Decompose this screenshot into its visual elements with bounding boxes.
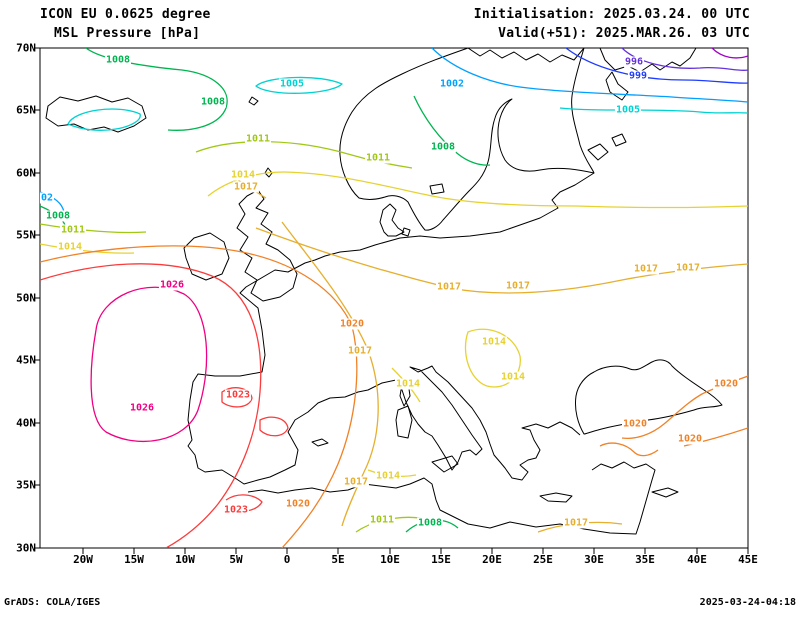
isobar-993: [711, 48, 748, 59]
isobar-1017: [537, 521, 623, 533]
coast-scandinavia: [339, 48, 595, 231]
isobar-1014: [367, 469, 417, 477]
isobar-1011: [195, 140, 413, 169]
coast-crete: [539, 492, 573, 503]
isobar-1011: [355, 516, 433, 533]
coast-ireland: [183, 232, 230, 281]
isobar-1002: [40, 191, 65, 213]
coastlines: [45, 48, 723, 535]
init-time: Initialisation: 2025.03.24. 00 UTC: [473, 7, 750, 22]
isobar-1020: [40, 245, 358, 548]
coast-continental-europe: [187, 172, 595, 485]
coast-shetland: [264, 167, 273, 178]
coast-denmark: [379, 203, 405, 237]
lake-vanern: [429, 183, 445, 195]
isobar-1026: [90, 286, 208, 443]
model-title: ICON EU 0.0625 degree: [40, 7, 211, 22]
coast-great-britain: [236, 189, 298, 302]
isobar-1014: [207, 171, 748, 209]
header: ICON EU 0.0625 degree MSL Pressure [hPa]…: [40, 5, 750, 43]
coast-sicily: [431, 455, 459, 473]
isobar-1014: [40, 243, 135, 254]
isobar-1011: [40, 223, 147, 234]
isobar-1005: [255, 76, 343, 94]
axis-ticks: [34, 47, 749, 554]
coast-iceland: [45, 95, 147, 133]
isobar-1002: [431, 48, 748, 103]
isobar-1023: [259, 416, 289, 437]
isobar-1020: [621, 375, 748, 440]
isobar-996: [621, 48, 748, 72]
grads-credit: GrADS: COLA/IGES: [4, 597, 101, 608]
isobar-1023: [225, 494, 263, 513]
map-frame: [39, 47, 749, 549]
lake-onega: [611, 133, 627, 147]
footer: GrADS: COLA/IGES 2025-03-24-04:18: [4, 597, 796, 608]
header-right: Initialisation: 2025.03.24. 00 UTC Valid…: [474, 5, 750, 43]
isobar-1023: [221, 387, 253, 408]
isobar-1008: [85, 48, 228, 131]
isobar-1005: [559, 107, 748, 114]
creation-timestamp: 2025-03-24-04:18: [699, 597, 796, 608]
header-left: ICON EU 0.0625 degree MSL Pressure [hPa]: [40, 5, 211, 43]
valid-time: Valid(+51): 2025.MAR.26. 03 UTC: [498, 26, 750, 41]
field-title: MSL Pressure [hPa]: [54, 26, 201, 41]
isobar-1017: [281, 221, 379, 527]
isobar-1014: [391, 367, 421, 403]
coast-zealand: [401, 227, 411, 237]
isobar-1014: [464, 328, 521, 388]
lake-ladoga: [587, 143, 609, 161]
coast-sardinia: [395, 405, 413, 439]
isobar-1005: [67, 108, 141, 131]
coast-balearics: [311, 438, 329, 447]
isobar-1008: [413, 95, 491, 166]
coast-turkey-levant-africa: [247, 461, 656, 535]
isobar-999: [565, 48, 748, 84]
isobars: [40, 48, 748, 548]
isobar-1023: [40, 263, 262, 548]
isobar-1020: [683, 427, 748, 447]
isobar-1017: [255, 227, 748, 294]
coast-faroe: [248, 96, 259, 106]
isobar-1020: [599, 442, 659, 457]
isobar-1008: [405, 519, 459, 533]
coast-black-sea: [575, 359, 723, 435]
coast-white-sea: [605, 71, 629, 101]
coast-cyprus: [651, 487, 679, 498]
